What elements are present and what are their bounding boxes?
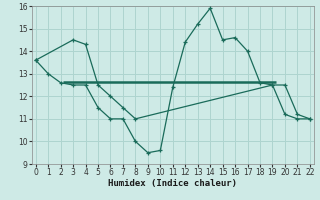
X-axis label: Humidex (Indice chaleur): Humidex (Indice chaleur) xyxy=(108,179,237,188)
